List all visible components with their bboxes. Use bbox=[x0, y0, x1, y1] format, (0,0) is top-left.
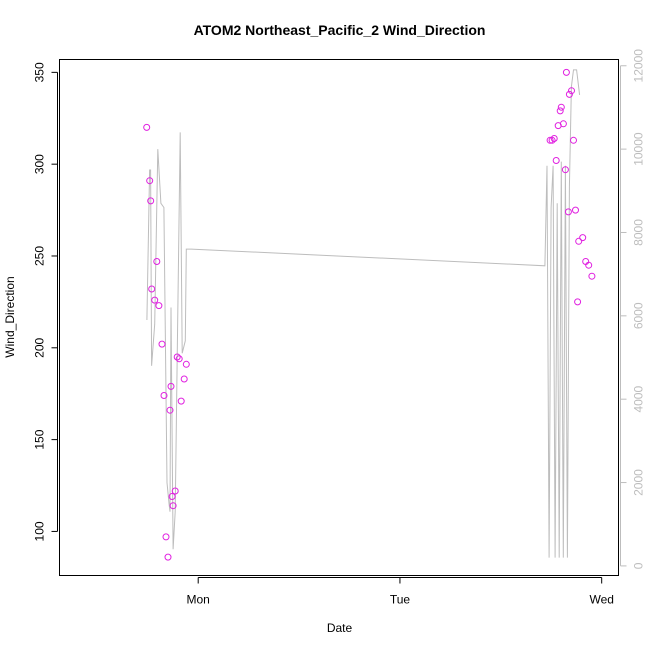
data-point bbox=[579, 234, 587, 242]
y2-tick-label: 8000 bbox=[632, 219, 646, 246]
plot-frame bbox=[59, 59, 619, 576]
y-axis-left: 100 150 200 250 300 350 bbox=[33, 62, 58, 541]
series-line bbox=[146, 69, 581, 558]
y2-tick-label: 4000 bbox=[632, 386, 646, 413]
data-point bbox=[158, 340, 166, 348]
x-tick-label: Mon bbox=[187, 593, 210, 607]
data-point bbox=[143, 123, 151, 131]
data-point bbox=[146, 177, 154, 185]
data-point bbox=[166, 406, 174, 414]
data-point bbox=[561, 166, 569, 174]
data-point bbox=[565, 90, 573, 98]
data-point bbox=[167, 382, 175, 390]
y2-tick-label: 0 bbox=[632, 562, 646, 569]
data-point bbox=[572, 206, 579, 214]
data-point bbox=[570, 136, 577, 144]
y-tick-label: 200 bbox=[33, 337, 47, 357]
data-point bbox=[552, 157, 560, 164]
data-point bbox=[173, 353, 181, 361]
y-tick-label: 300 bbox=[33, 154, 47, 174]
y2-tick-label: 6000 bbox=[632, 302, 646, 329]
x-axis-title: Date bbox=[327, 621, 353, 635]
data-point bbox=[160, 392, 168, 399]
data-point bbox=[147, 197, 155, 205]
y-tick-label: 250 bbox=[33, 246, 47, 266]
data-point bbox=[568, 87, 575, 95]
x-tick-label: Tue bbox=[390, 593, 411, 607]
y-tick-label: 100 bbox=[33, 521, 47, 541]
data-point bbox=[556, 107, 564, 115]
y-tick-label: 350 bbox=[33, 62, 47, 82]
y-axis-right: 0 2000 4000 6000 8000 10000 12000 bbox=[620, 49, 646, 569]
data-point bbox=[559, 120, 567, 128]
y2-tick-label: 2000 bbox=[632, 469, 646, 496]
data-point bbox=[575, 237, 583, 245]
data-point bbox=[153, 258, 161, 265]
y2-tick-label: 12000 bbox=[632, 49, 646, 83]
chart-title: ATOM2 Northeast_Pacific_2 Wind_Direction bbox=[194, 22, 486, 38]
data-point bbox=[164, 553, 172, 561]
y2-tick-label: 10000 bbox=[632, 132, 646, 166]
data-point bbox=[169, 502, 177, 510]
y-tick-label: 150 bbox=[33, 429, 47, 449]
line-series bbox=[146, 69, 581, 558]
data-point bbox=[162, 533, 170, 541]
data-point bbox=[562, 68, 570, 76]
data-point bbox=[148, 285, 156, 293]
data-point bbox=[177, 397, 185, 405]
data-point bbox=[550, 135, 558, 142]
data-point bbox=[557, 103, 565, 111]
data-point bbox=[546, 136, 554, 144]
data-point bbox=[548, 136, 556, 144]
x-tick-label: Wed bbox=[589, 593, 613, 607]
data-point bbox=[155, 302, 163, 310]
data-point bbox=[182, 360, 190, 368]
data-point bbox=[585, 261, 593, 269]
data-point bbox=[171, 487, 179, 495]
x-axis: Mon Tue Wed bbox=[187, 577, 614, 607]
data-point bbox=[588, 272, 596, 280]
data-point bbox=[151, 296, 159, 304]
data-point bbox=[168, 493, 176, 500]
data-point bbox=[175, 355, 183, 363]
data-point bbox=[564, 208, 572, 216]
y-axis-title: Wind_Direction bbox=[3, 276, 17, 357]
point-series bbox=[143, 68, 596, 561]
data-point bbox=[180, 375, 188, 383]
data-point bbox=[574, 298, 582, 306]
